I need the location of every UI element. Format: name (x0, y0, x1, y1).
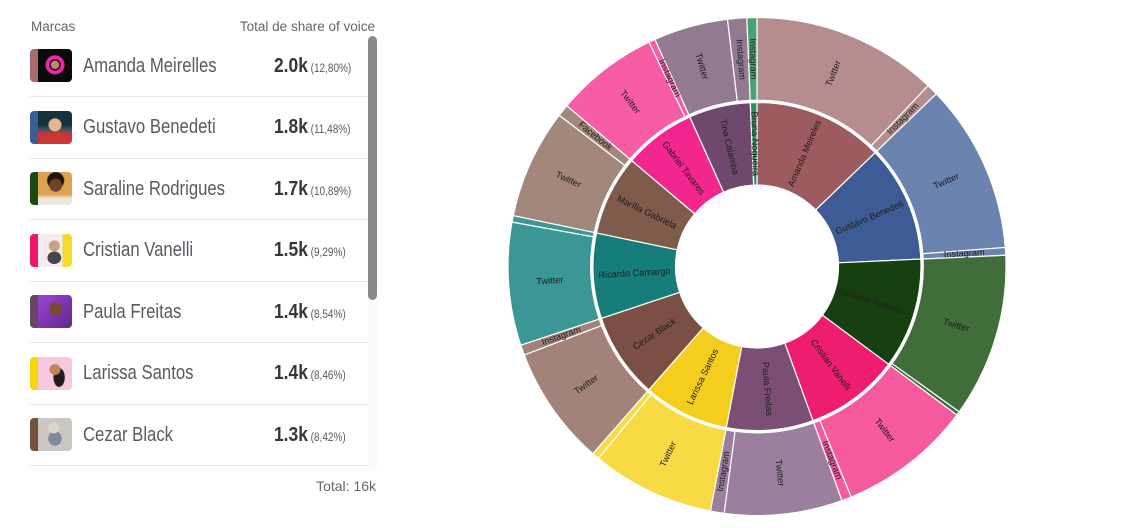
svg-text:Instagram: Instagram (748, 38, 759, 79)
svg-text:Twitter: Twitter (773, 459, 786, 487)
svg-text:Ricardo Camargo: Ricardo Camargo (598, 266, 670, 280)
svg-text:Twitter: Twitter (536, 275, 564, 287)
svg-text:Bruna Nogueira: Bruna Nogueira (749, 111, 760, 176)
svg-text:Instagram: Instagram (734, 39, 747, 81)
svg-text:Paula Freitas: Paula Freitas (760, 361, 774, 416)
svg-text:Instagram: Instagram (944, 247, 986, 259)
